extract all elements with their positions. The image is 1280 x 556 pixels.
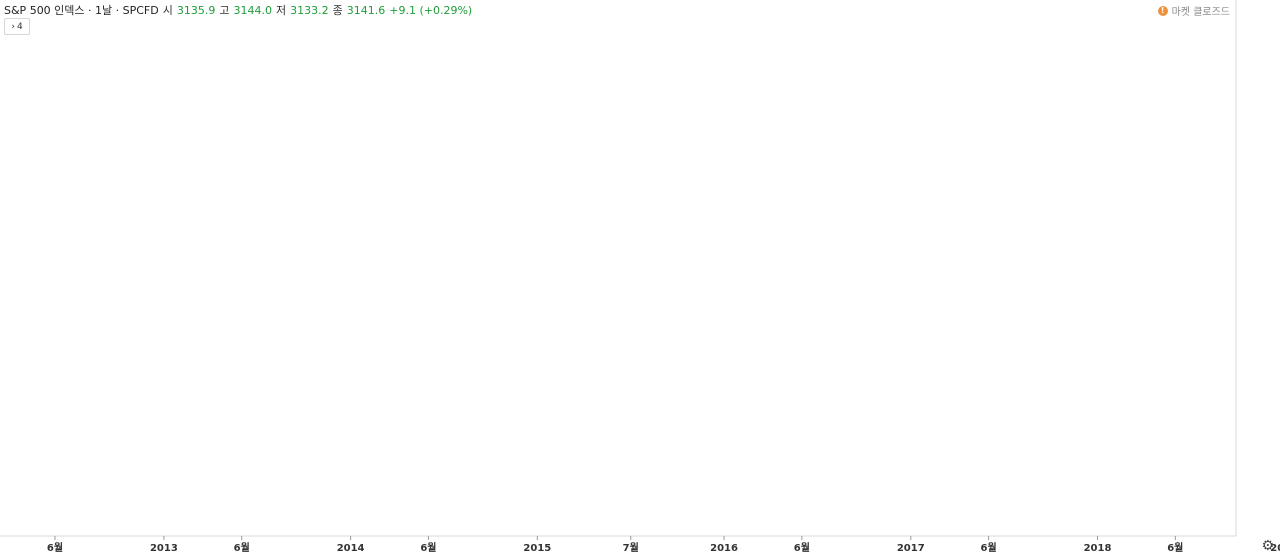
- change-value: +9.1 (+0.29%): [389, 3, 473, 17]
- x-tick-label: 6월: [420, 542, 436, 554]
- chevron-right-icon: ›: [11, 21, 15, 32]
- gear-icon[interactable]: ⚙: [1261, 538, 1274, 554]
- x-tick-label: 7월: [623, 542, 639, 554]
- alert-icon: !: [1157, 5, 1168, 16]
- x-tick-label: 6월: [1167, 542, 1183, 554]
- open-value: 3135.9: [176, 3, 216, 17]
- open-label: 시: [162, 4, 173, 17]
- x-tick-label: 6월: [980, 542, 996, 554]
- x-tick-label: 2014: [337, 543, 365, 554]
- x-tick-label: 2015: [523, 543, 551, 554]
- high-label: 고: [219, 4, 230, 17]
- x-tick-label: 6월: [47, 542, 63, 554]
- x-tick-label: 2019: [1270, 543, 1280, 554]
- low-label: 저: [275, 4, 287, 17]
- symbol-header: S&P 500 인덱스 · 1날 · SPCFD 시 3135.9 고 3144.0…: [4, 2, 472, 18]
- x-tick-label: 6월: [794, 542, 810, 554]
- x-tick-label: 2017: [897, 543, 925, 554]
- indicator-count: 4: [16, 21, 23, 32]
- x-tick-label: 2018: [1084, 543, 1112, 554]
- x-tick-label: 6월: [234, 542, 250, 554]
- close-label: 종: [332, 4, 343, 17]
- x-tick-label: 2013: [150, 543, 178, 554]
- market-status-text: 마켓 클로즈드: [1171, 7, 1230, 18]
- time-axis[interactable]: 6월 2013 6월 2014 6월 2015 7월 2016 6월 2017 6월 2018 6월 20…: [47, 536, 1280, 554]
- high-value: 3144.0: [233, 3, 272, 17]
- low-value: 3133.2: [290, 3, 329, 17]
- x-tick-label: 2016: [710, 543, 738, 554]
- symbol-name[interactable]: S&P 500 인덱스 · 1날 · SPCFD: [4, 4, 159, 17]
- close-value: 3141.6: [346, 3, 386, 17]
- collapse-indicators-button[interactable]: › 4: [4, 18, 30, 35]
- market-status[interactable]: ! 마켓 클로즈드: [1157, 3, 1230, 18]
